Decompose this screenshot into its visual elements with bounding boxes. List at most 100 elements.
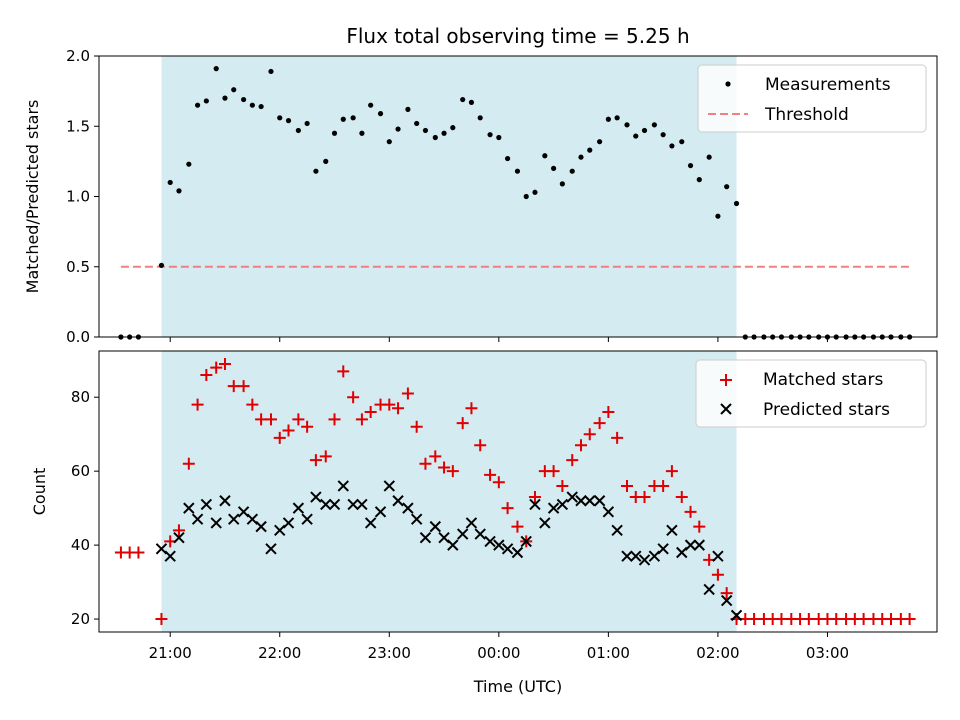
predicted-star-point — [429, 520, 442, 533]
predicted-star-point — [474, 528, 486, 540]
predicted-star-point — [630, 550, 642, 562]
legend-measurements-label: Measurements — [765, 75, 891, 95]
predicted-star-point — [173, 532, 185, 544]
matched-star-point — [465, 402, 478, 415]
measurement-point — [350, 115, 356, 121]
predicted-star-point — [566, 491, 578, 503]
measurement-point — [194, 102, 201, 108]
predicted-star-point — [292, 502, 305, 514]
matched-star-point — [410, 420, 423, 433]
matched-star-point — [419, 457, 432, 470]
matched-star-point — [264, 413, 277, 426]
matched-star-point — [665, 465, 678, 478]
matched-star-point — [401, 387, 414, 400]
legend-matched-label: Matched stars — [763, 370, 883, 390]
predicted-star-point — [164, 550, 176, 562]
predicted-star-point — [374, 506, 387, 518]
predicted-star-point — [493, 539, 505, 551]
predicted-star-point — [282, 517, 295, 529]
predicted-star-point — [456, 528, 469, 540]
matched-star-point — [556, 479, 569, 492]
legend-measurement-marker — [725, 81, 731, 87]
measurement-point — [605, 116, 611, 122]
matched-star-point — [292, 413, 305, 426]
measurement-point — [532, 189, 538, 195]
matched-star-point — [328, 413, 341, 426]
measurement-point — [569, 168, 575, 174]
predicted-star-point — [410, 513, 423, 525]
matched-star-point — [474, 439, 487, 452]
matched-star-point — [182, 457, 195, 470]
measurement-point — [240, 96, 247, 103]
matched-star-point — [547, 465, 560, 478]
measurement-point — [377, 111, 384, 117]
measurement-point — [523, 193, 529, 200]
top-axes-frame — [98, 55, 938, 338]
measurement-point — [696, 177, 702, 183]
bottom-y-tick-label: 60 — [71, 462, 90, 480]
measurement-point — [176, 188, 182, 194]
bottom-y-tick-label: 80 — [71, 388, 90, 406]
matched-star-point — [218, 357, 231, 370]
measurement-point — [551, 165, 557, 171]
measurement-point — [359, 130, 365, 136]
measurement-point — [277, 115, 283, 121]
predicted-star-point — [539, 517, 551, 529]
matched-star-point — [132, 546, 145, 559]
measurement-point — [450, 125, 456, 131]
predicted-star-point — [200, 498, 213, 511]
predicted-star-point — [484, 535, 496, 548]
measurement-point — [222, 95, 228, 101]
predicted-star-point — [556, 498, 569, 511]
matched-star-points — [114, 357, 916, 626]
matched-star-point — [155, 613, 168, 626]
measurement-point — [679, 139, 685, 145]
top-observing-window — [161, 56, 737, 337]
predicted-star-point — [703, 583, 715, 596]
measurement-point — [158, 262, 165, 268]
measurement-point — [368, 102, 374, 108]
matched-star-point — [593, 417, 606, 430]
measurement-point — [167, 179, 173, 186]
measurement-point — [313, 168, 319, 174]
matched-star-point — [200, 369, 213, 382]
bottom-axes-frame — [98, 350, 938, 633]
matched-star-point — [620, 479, 633, 492]
matched-star-point — [383, 398, 396, 411]
predicted-star-point — [501, 543, 514, 555]
measurement-point — [258, 103, 264, 110]
measurement-point — [504, 155, 511, 162]
matched-star-point — [574, 439, 587, 452]
predicted-star-point — [693, 539, 706, 551]
matched-star-point — [720, 587, 733, 600]
measurement-point — [487, 132, 493, 138]
matched-star-point — [566, 454, 579, 467]
predicted-star-point — [611, 524, 623, 537]
top-y-axis-label: Matched/Predicted stars — [23, 100, 42, 294]
matched-star-point — [172, 524, 185, 537]
predicted-star-point — [584, 495, 596, 507]
predicted-star-point — [337, 480, 349, 492]
matched-star-point — [528, 491, 541, 504]
measurement-point — [669, 143, 675, 149]
matched-star-point — [657, 479, 670, 492]
matched-star-point — [319, 450, 332, 463]
predicted-star-point — [520, 535, 532, 548]
measurement-point — [405, 106, 411, 112]
predicted-star-point — [320, 498, 332, 511]
predicted-star-point — [255, 520, 267, 533]
measurement-point — [386, 139, 392, 145]
legend-predicted-marker — [720, 403, 732, 415]
measurement-point — [597, 139, 603, 145]
measurement-point — [295, 127, 301, 134]
predicted-star-point — [356, 498, 368, 511]
predicted-star-points — [155, 480, 743, 622]
matched-star-point — [684, 505, 697, 518]
matched-star-point — [282, 424, 295, 437]
matched-star-point — [903, 613, 916, 626]
measurement-point — [587, 147, 593, 153]
predicted-star-point — [575, 495, 587, 507]
predicted-star-point — [301, 513, 313, 525]
predicted-star-point — [547, 502, 560, 514]
predicted-star-point — [529, 498, 541, 511]
